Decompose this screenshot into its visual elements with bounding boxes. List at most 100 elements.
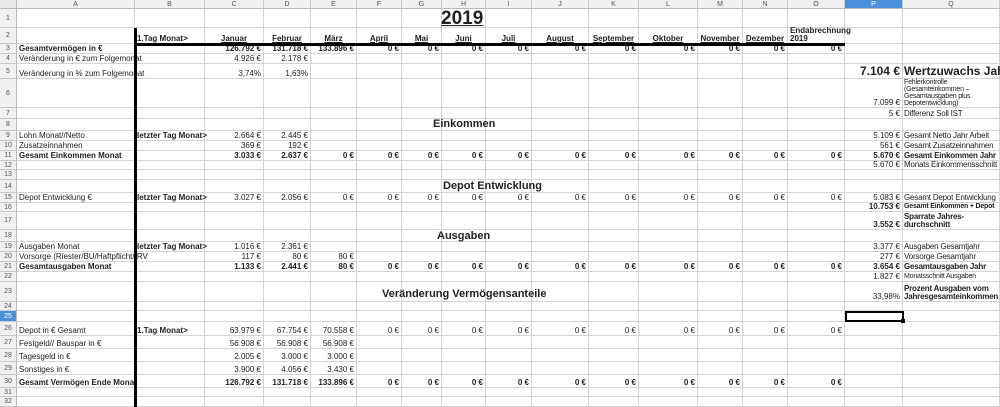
cell-e19[interactable] <box>311 242 357 252</box>
cell-f8[interactable] <box>357 119 402 131</box>
cell-b12[interactable] <box>135 161 205 170</box>
cell-o7[interactable] <box>788 108 845 119</box>
cell-a32[interactable] <box>17 397 135 407</box>
cell-k32[interactable] <box>589 397 639 407</box>
cell-h3[interactable]: 0 € <box>442 44 486 54</box>
cell-k22[interactable] <box>589 272 639 282</box>
cell-m10[interactable] <box>698 141 743 151</box>
cell-n21[interactable]: 0 € <box>743 262 788 272</box>
cell-a26[interactable]: Depot in € Gesamt <box>17 322 135 336</box>
cell-c25[interactable] <box>205 311 264 322</box>
cell-e21[interactable]: 80 € <box>311 262 357 272</box>
cell-m31[interactable] <box>698 388 743 397</box>
cell-g5[interactable] <box>402 64 442 79</box>
cell-a21[interactable]: Gesamtausgaben Monat <box>17 262 135 272</box>
cell-d14[interactable] <box>264 180 311 193</box>
cell-c19[interactable]: 1.016 € <box>205 242 264 252</box>
cell-m7[interactable] <box>698 108 743 119</box>
cell-k11[interactable]: 0 € <box>589 151 639 161</box>
cell-n4[interactable] <box>743 54 788 64</box>
cell-d3[interactable]: 131.718 € <box>264 44 311 54</box>
cell-h20[interactable] <box>442 252 486 262</box>
cell-h17[interactable] <box>442 212 486 230</box>
column-header-l[interactable]: L <box>639 0 698 9</box>
cell-e1[interactable] <box>311 9 357 28</box>
cell-o19[interactable] <box>788 242 845 252</box>
cell-p23[interactable]: 33,98% <box>845 282 903 302</box>
cell-j19[interactable] <box>532 242 589 252</box>
cell-q3[interactable] <box>903 44 1000 54</box>
row-header-2[interactable]: 2 <box>0 28 17 44</box>
cell-o14[interactable] <box>788 180 845 193</box>
cell-i24[interactable] <box>486 302 532 311</box>
cell-e23[interactable] <box>311 282 357 302</box>
cell-g32[interactable] <box>402 397 442 407</box>
cell-k24[interactable] <box>589 302 639 311</box>
cell-c8[interactable] <box>205 119 264 131</box>
cell-k19[interactable] <box>589 242 639 252</box>
cell-i30[interactable]: 0 € <box>486 375 532 388</box>
cell-j4[interactable] <box>532 54 589 64</box>
cell-j7[interactable] <box>532 108 589 119</box>
cell-c5[interactable]: 3,74% <box>205 64 264 79</box>
cell-d2[interactable]: Februar <box>264 28 311 44</box>
cell-d9[interactable]: 2.445 € <box>264 131 311 141</box>
cell-f4[interactable] <box>357 54 402 64</box>
cell-k30[interactable]: 0 € <box>589 375 639 388</box>
cell-d24[interactable] <box>264 302 311 311</box>
row-header-9[interactable]: 9 <box>0 131 17 141</box>
cell-f7[interactable] <box>357 108 402 119</box>
cell-h29[interactable] <box>442 362 486 375</box>
cell-h23[interactable] <box>442 282 486 302</box>
cell-p8[interactable] <box>845 119 903 131</box>
cell-e29[interactable]: 3.430 € <box>311 362 357 375</box>
cell-d29[interactable]: 4.056 € <box>264 362 311 375</box>
cell-f6[interactable] <box>357 79 402 108</box>
cell-i22[interactable] <box>486 272 532 282</box>
cell-i21[interactable]: 0 € <box>486 262 532 272</box>
cell-c1[interactable] <box>205 9 264 28</box>
cell-e18[interactable] <box>311 230 357 242</box>
row-header-13[interactable]: 13 <box>0 170 17 180</box>
cell-b28[interactable] <box>135 349 205 362</box>
cell-i13[interactable] <box>486 170 532 180</box>
cell-j24[interactable] <box>532 302 589 311</box>
cell-l18[interactable] <box>639 230 698 242</box>
cell-p12[interactable]: 5.670 € <box>845 160 903 170</box>
cell-b7[interactable] <box>135 108 205 119</box>
cell-n9[interactable] <box>743 131 788 141</box>
cell-k29[interactable] <box>589 362 639 375</box>
cell-n30[interactable]: 0 € <box>743 375 788 388</box>
row-header-29[interactable]: 29 <box>0 362 17 375</box>
cell-m19[interactable] <box>698 242 743 252</box>
cell-o22[interactable] <box>788 272 845 282</box>
column-header-p[interactable]: P <box>845 0 903 9</box>
cell-n8[interactable] <box>743 119 788 131</box>
cell-j15[interactable]: 0 € <box>532 193 589 203</box>
cell-n14[interactable] <box>743 180 788 193</box>
cell-a16[interactable] <box>17 203 135 212</box>
cell-e7[interactable] <box>311 108 357 119</box>
cell-e10[interactable] <box>311 141 357 151</box>
cell-i28[interactable] <box>486 349 532 362</box>
cell-b20[interactable] <box>135 252 205 262</box>
row-header-19[interactable]: 19 <box>0 242 17 252</box>
cell-q2[interactable] <box>903 28 1000 44</box>
cell-p22[interactable]: 1.827 € <box>845 272 903 282</box>
row-header-28[interactable]: 28 <box>0 349 17 362</box>
cell-p5[interactable]: 7.104 € <box>845 64 903 79</box>
cell-b23[interactable] <box>135 282 205 302</box>
cell-k17[interactable] <box>589 212 639 230</box>
cell-i32[interactable] <box>486 397 532 407</box>
cell-j31[interactable] <box>532 388 589 397</box>
cell-q24[interactable] <box>903 302 1000 311</box>
cell-f28[interactable] <box>357 349 402 362</box>
cell-b15[interactable]: letzter Tag Monat> <box>135 193 207 203</box>
cell-o32[interactable] <box>788 397 845 407</box>
cell-k10[interactable] <box>589 141 639 151</box>
cell-h25[interactable] <box>442 311 486 322</box>
cell-b8[interactable] <box>135 119 205 131</box>
cell-a20[interactable]: Vorsorge (Riester/BU/Haftpflicht/,RV <box>17 252 148 262</box>
cell-m27[interactable] <box>698 336 743 349</box>
cell-i11[interactable]: 0 € <box>486 151 532 161</box>
